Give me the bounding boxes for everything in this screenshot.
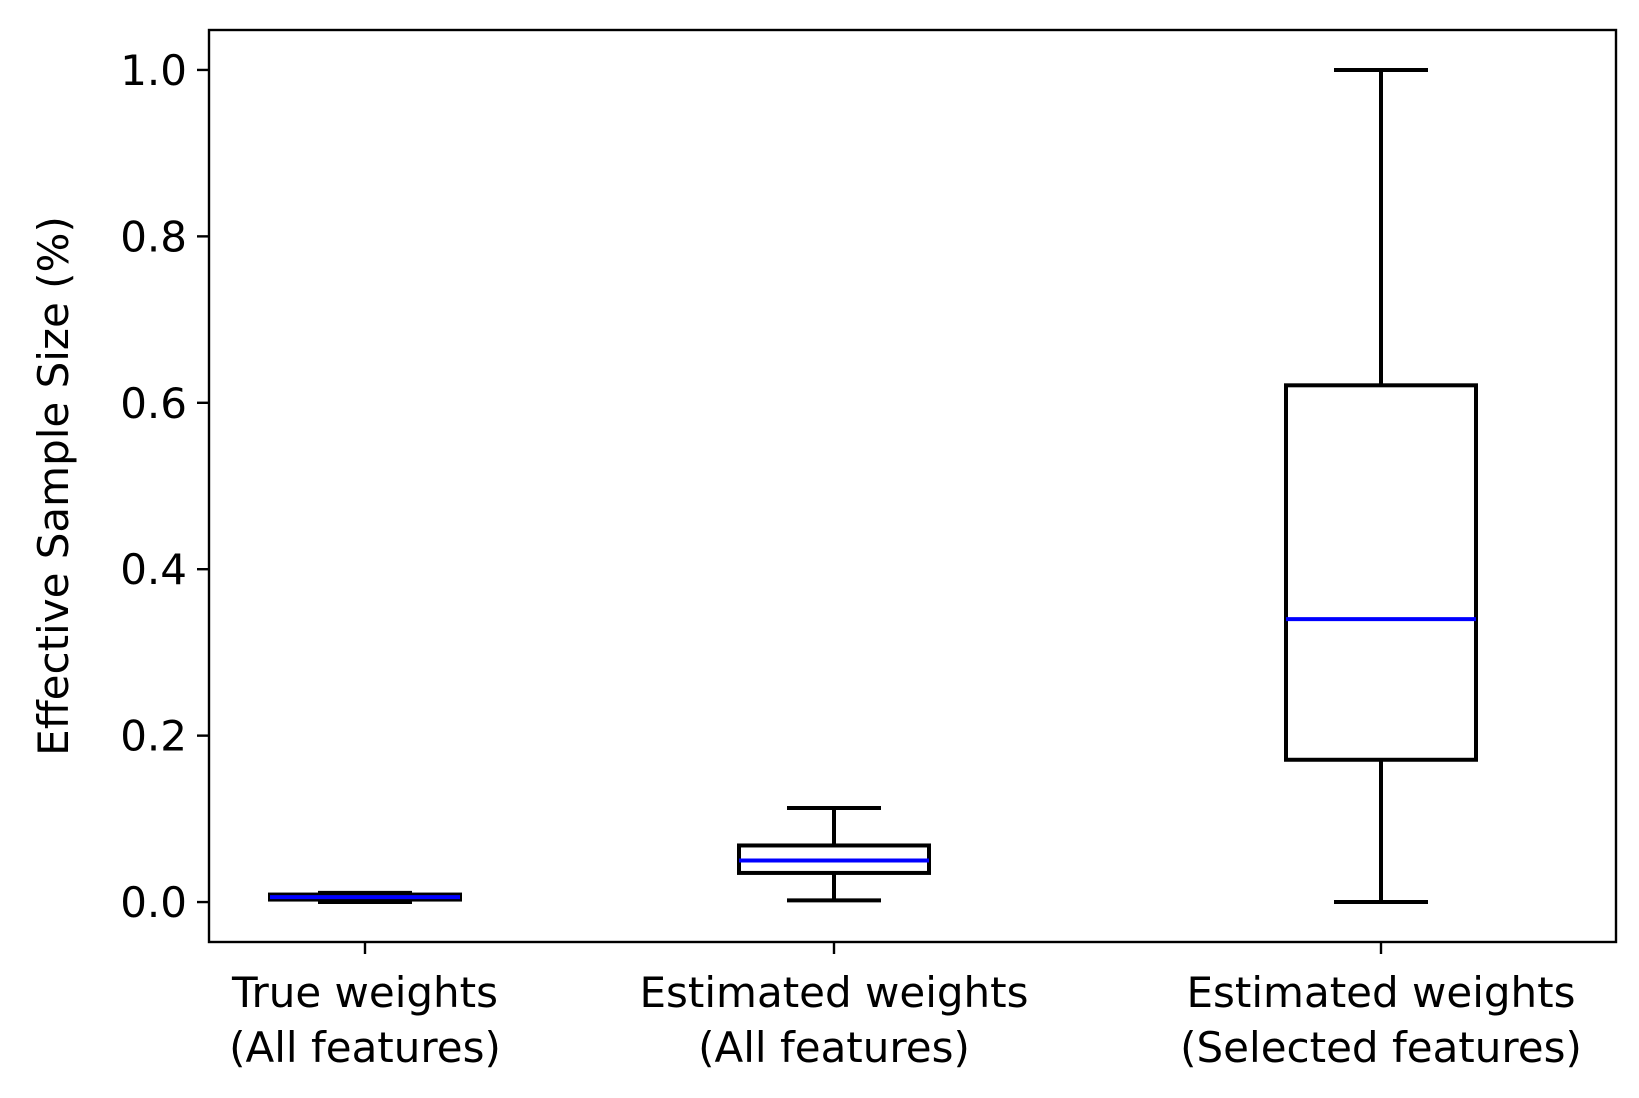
box-group bbox=[268, 890, 462, 905]
y-tick-label: 1.0 bbox=[120, 46, 187, 95]
y-tick-label: 0.6 bbox=[120, 379, 187, 428]
x-tick-label: (All features) bbox=[229, 1023, 501, 1072]
plot-area bbox=[268, 67, 1478, 905]
x-tick-label: (All features) bbox=[698, 1023, 970, 1072]
y-tick-label: 0.8 bbox=[120, 212, 187, 261]
box-group bbox=[737, 806, 931, 903]
x-tick-label: Estimated weights bbox=[639, 968, 1028, 1017]
y-tick-label: 0.4 bbox=[120, 545, 187, 594]
axes-frame bbox=[207, 28, 1618, 944]
y-tick-label: 0.0 bbox=[120, 878, 187, 927]
x-tick-label: True weights bbox=[231, 968, 498, 1017]
x-axis: True weights (All features) Estimated weig… bbox=[229, 942, 1582, 1072]
box-iqr bbox=[1284, 383, 1478, 762]
box-group bbox=[1284, 67, 1478, 905]
x-tick-label: (Selected features) bbox=[1180, 1023, 1582, 1072]
y-axis: 0.0 0.2 0.4 0.6 0.8 1.0 bbox=[120, 46, 209, 927]
x-tick-label: Estimated weights bbox=[1186, 968, 1575, 1017]
y-tick-label: 0.2 bbox=[120, 712, 187, 761]
y-axis-label: Effective Sample Size (%) bbox=[29, 216, 78, 756]
